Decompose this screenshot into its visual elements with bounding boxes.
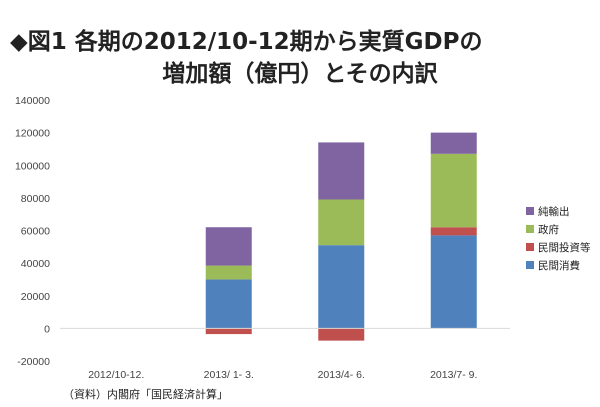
x-tick-label: 2012/10-12. — [88, 369, 144, 381]
x-tick-label: 2013/4- 6. — [318, 369, 365, 381]
bar-segment — [205, 227, 252, 266]
y-tick-label: 0 — [44, 323, 50, 335]
bar-segment — [318, 199, 365, 246]
bar-segment — [430, 153, 477, 228]
legend-label: 民間消費 — [538, 259, 580, 272]
legend-swatch — [526, 243, 534, 251]
y-tick-label: 140000 — [15, 95, 50, 107]
legend-label: 政府 — [538, 223, 559, 236]
bar-segment — [430, 235, 477, 329]
bar-segment — [430, 227, 477, 236]
y-tick-label: 120000 — [15, 128, 50, 140]
legend-swatch — [526, 225, 534, 233]
legend-swatch — [526, 261, 534, 269]
bar-segment — [318, 328, 365, 341]
bar-segment — [205, 265, 252, 280]
bar-segment — [205, 279, 252, 329]
x-tick-label: 2013/7- 9. — [430, 369, 477, 381]
bar-segment — [318, 142, 365, 200]
bar-segment — [430, 132, 477, 154]
legend-label: 純輸出 — [538, 205, 570, 218]
legend-swatch — [526, 207, 534, 215]
y-tick-label: 20000 — [21, 291, 50, 303]
y-tick-label: 60000 — [21, 226, 50, 238]
x-tick-label: 2013/ 1- 3. — [204, 369, 254, 381]
chart-title-line2: 増加額（億円）とその内訳 — [162, 61, 438, 87]
chart-title-line1: ◆図1 各期の2012/10-12期から実質GDPの — [10, 29, 483, 55]
bar-segment — [318, 245, 365, 329]
bars — [205, 132, 477, 341]
y-axis: -20000 0 20000 40000 60000 80000 100000 120000 1… — [15, 95, 50, 368]
source-note: （資料）内閣府「国民経済計算」 — [63, 388, 228, 401]
x-axis: 2012/10-12. 2013/ 1- 3. 2013/4- 6. 2013/7- … — [60, 327, 510, 381]
y-tick-label: 80000 — [21, 193, 50, 205]
y-tick-label: 100000 — [15, 160, 50, 172]
y-tick-label: 40000 — [21, 258, 50, 270]
bar-segment — [205, 328, 252, 335]
legend-label: 民間投資等 — [538, 241, 591, 254]
y-tick-label: -20000 — [17, 356, 50, 368]
